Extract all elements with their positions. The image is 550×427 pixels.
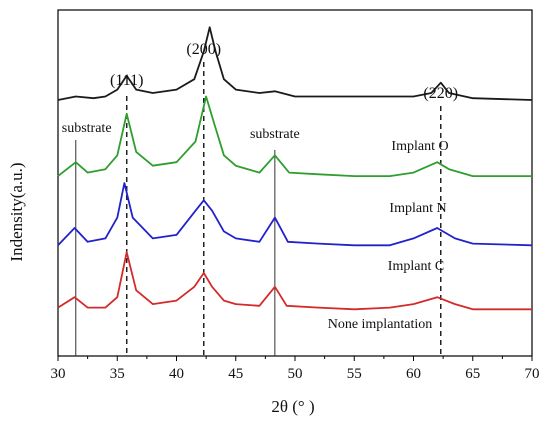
- peak-label: (111): [110, 72, 143, 89]
- series-line-1: [57, 26, 533, 101]
- plot-frame: [57, 9, 533, 357]
- x-tick-label: 30: [51, 366, 66, 382]
- series-line-2: [57, 95, 532, 177]
- x-tick-label: 65: [465, 366, 480, 382]
- series-label: None implantation: [328, 317, 433, 332]
- x-axis-label: 2θ (° ): [271, 397, 314, 416]
- x-tick-label: 55: [347, 366, 362, 382]
- x-tick-label: 70: [525, 366, 540, 382]
- x-tick-label: 60: [406, 366, 421, 382]
- peak-label: (220): [423, 85, 458, 102]
- peak-label: (200): [186, 41, 221, 58]
- series-line-3: [57, 182, 533, 247]
- y-axis-label: Indensity(a.u.): [7, 162, 26, 261]
- series-line-4: [57, 251, 532, 311]
- series-label: Implant C: [388, 259, 444, 274]
- x-tick-label: 45: [228, 366, 243, 382]
- substrate-label: substrate: [62, 121, 112, 136]
- x-tick-label: 50: [288, 366, 303, 382]
- x-tick-label: 40: [169, 366, 184, 382]
- substrate-label: substrate: [250, 127, 300, 142]
- series-label: Implant O: [391, 139, 448, 154]
- x-tick-label: 35: [110, 366, 125, 382]
- series-label: Implant N: [389, 201, 446, 216]
